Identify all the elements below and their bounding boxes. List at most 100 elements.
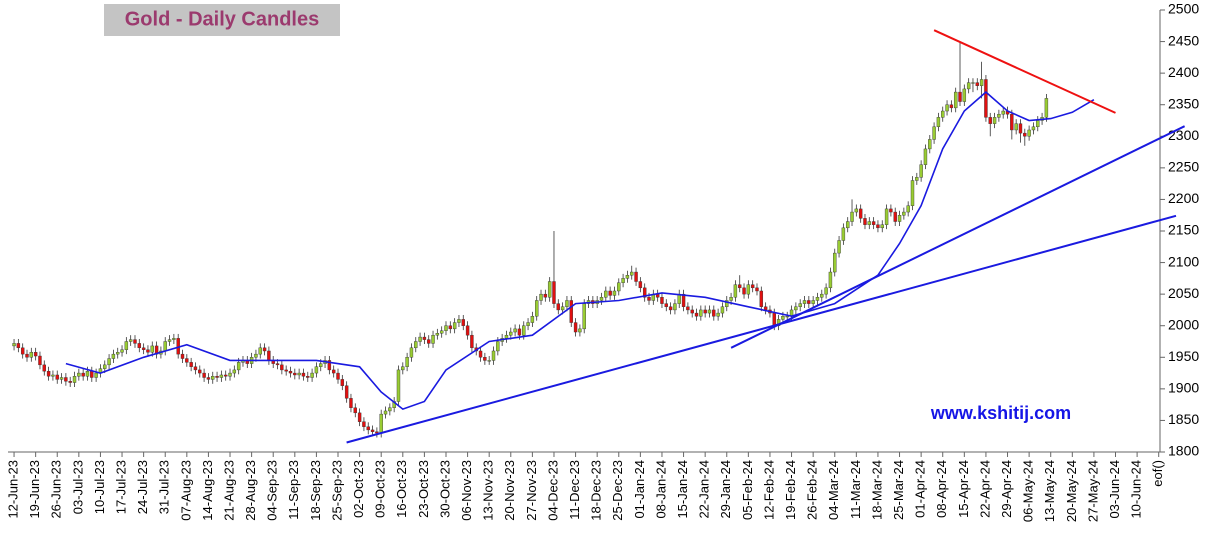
candle-body <box>219 374 224 378</box>
candle-body <box>824 287 828 295</box>
y-tick-label: 1850 <box>1168 411 1199 427</box>
candle-body <box>357 412 362 422</box>
candle-body <box>46 370 51 377</box>
candle-body <box>224 374 228 377</box>
x-tick-label: 03-Jun-24 <box>1107 460 1122 519</box>
candle-body <box>103 364 107 369</box>
candle-body <box>94 372 98 378</box>
candle-body <box>349 398 353 409</box>
candle-body <box>837 240 841 254</box>
candle-body <box>807 300 811 304</box>
x-tick-label: 25-Sep-23 <box>329 460 344 521</box>
candle-body <box>193 366 198 371</box>
candle-body <box>211 376 215 380</box>
candle-body <box>267 350 271 361</box>
candle-body <box>275 363 280 366</box>
candle-body <box>405 357 409 367</box>
chart-title: Gold - Daily Candles <box>125 8 319 30</box>
candle-body <box>59 377 64 380</box>
trend-line <box>730 125 1186 349</box>
candle-body <box>738 284 742 289</box>
candle-body <box>478 350 483 358</box>
candle-body <box>699 309 703 317</box>
candle-body <box>202 372 206 378</box>
x-tick-label: 22-Apr-24 <box>977 460 992 518</box>
candle-body <box>742 287 746 295</box>
candle-body <box>470 334 474 349</box>
x-tick-label: 11-Dec-23 <box>567 460 582 520</box>
x-tick-label: 19-Feb-24 <box>783 460 798 520</box>
candle-body <box>29 352 34 358</box>
candle-body <box>319 363 323 367</box>
candle-body <box>452 322 457 330</box>
x-tick-label: 06-Nov-23 <box>459 460 474 521</box>
candle-body <box>42 364 46 372</box>
candle-body <box>461 319 465 326</box>
candle-body <box>953 91 958 109</box>
x-tick-label: 19-Jun-23 <box>27 460 42 519</box>
candle-body <box>418 336 422 342</box>
candle-body <box>206 377 211 380</box>
candle-body <box>902 211 906 216</box>
candle-body <box>120 349 124 353</box>
candle-body <box>876 224 880 229</box>
candle-body <box>301 372 306 377</box>
x-tick-label: 27-May-24 <box>1085 460 1100 522</box>
x-tick-label: 02-Oct-23 <box>351 460 366 518</box>
candle-body <box>772 312 776 326</box>
candle-body <box>340 379 345 386</box>
candle-body <box>137 343 142 349</box>
candle-body <box>116 352 120 355</box>
candle-body <box>608 290 612 296</box>
candle-body <box>1031 126 1036 131</box>
candle-body <box>966 82 971 90</box>
x-tick-label: 21-Aug-23 <box>221 460 236 521</box>
candle-body <box>703 309 707 314</box>
candle-body <box>487 360 491 362</box>
candle-body <box>448 325 453 330</box>
candle-body <box>146 349 150 353</box>
candle-body <box>949 104 954 109</box>
candle-body <box>262 347 267 352</box>
candle-body <box>673 303 677 311</box>
candle-body <box>77 372 81 377</box>
candle-body <box>565 300 569 307</box>
candle-body <box>910 180 915 206</box>
candle-body <box>535 300 539 317</box>
candle-body <box>172 338 176 340</box>
candle-body <box>150 345 154 353</box>
candle-body <box>344 385 349 399</box>
x-tick-label: 20-Nov-23 <box>502 460 517 521</box>
candle-body <box>306 376 310 378</box>
candle-body <box>370 429 375 432</box>
candle-body <box>72 376 77 383</box>
candle-body <box>984 79 988 118</box>
candle-body <box>712 309 716 317</box>
candle-body <box>124 341 129 350</box>
x-tick-label: 01-Jan-24 <box>632 460 647 519</box>
candle-body <box>858 208 863 219</box>
x-tick-label: eof() <box>1150 460 1165 487</box>
candle-body <box>975 82 979 86</box>
candle-body <box>604 290 608 298</box>
candle-body <box>1014 123 1018 131</box>
candle-body <box>932 126 936 140</box>
candle-body <box>1044 98 1049 118</box>
candle-body <box>971 82 975 84</box>
candle-body <box>167 339 172 342</box>
candle-body <box>396 369 401 402</box>
candle-body <box>254 353 258 358</box>
candle-body <box>491 350 496 361</box>
candle-body <box>431 334 435 344</box>
x-tick-label: 18-Mar-24 <box>869 460 884 520</box>
candle-body <box>1018 123 1023 134</box>
candle-body <box>871 221 876 225</box>
candle-body <box>236 362 241 371</box>
candle-body <box>1036 120 1040 128</box>
x-tick-label: 07-Aug-23 <box>178 460 193 521</box>
x-tick-label: 30-Oct-23 <box>437 460 452 518</box>
candle-body <box>189 362 193 367</box>
x-tick-label: 29-Jan-24 <box>718 460 733 519</box>
x-tick-label: 25-Mar-24 <box>891 460 906 520</box>
